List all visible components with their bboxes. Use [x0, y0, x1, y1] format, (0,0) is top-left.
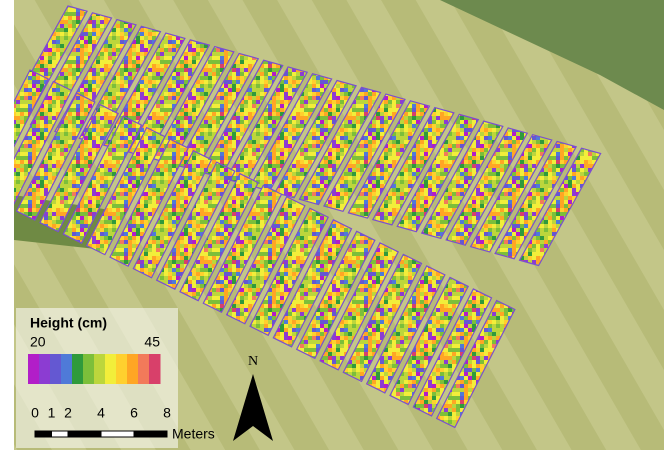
- scale-tick-label: 8: [163, 405, 171, 421]
- ramp-swatch: [39, 354, 51, 384]
- plot-strip: [298, 86, 382, 206]
- plot-strip: [39, 103, 120, 233]
- plot-strip: [132, 149, 213, 279]
- plot-strip: [389, 276, 470, 406]
- north-label: N: [248, 354, 258, 369]
- plot-strip: [85, 126, 166, 256]
- plot-strip: [494, 140, 578, 260]
- color-ramp: [28, 354, 161, 384]
- ramp-swatch: [50, 354, 62, 384]
- plot-strip: [62, 115, 143, 244]
- plot-strip: [14, 69, 50, 148]
- plot-strip: [109, 138, 190, 267]
- plot-strip: [412, 288, 493, 417]
- ramp-swatch: [127, 354, 139, 384]
- north-arrow: [233, 374, 273, 441]
- plot-strip: [469, 133, 553, 253]
- scale-segment: [67, 430, 102, 438]
- plot-strip: [179, 172, 260, 302]
- ramp-swatch: [105, 354, 117, 384]
- legend-min: 20: [30, 334, 46, 350]
- legend-title: Height (cm): [30, 315, 107, 331]
- scale-tick-label: 2: [64, 405, 72, 421]
- plot-strip: [342, 253, 423, 383]
- ramp-swatch: [94, 354, 106, 384]
- scale-tick-label: 6: [130, 405, 138, 421]
- scale-segment: [100, 430, 135, 438]
- plot-strip: [272, 219, 353, 348]
- ramp-swatch: [83, 354, 95, 384]
- plot-strip: [225, 195, 306, 325]
- ramp-swatch: [116, 354, 128, 384]
- scale-unit: Meters: [172, 426, 215, 442]
- scale-segment: [133, 430, 168, 438]
- ramp-swatch: [72, 354, 84, 384]
- plot-strip: [445, 127, 529, 246]
- scale-tick-label: 1: [48, 405, 56, 421]
- plot-strip: [365, 265, 446, 394]
- scale-tick-label: 4: [97, 405, 105, 421]
- dark-grass: [440, 0, 664, 110]
- plots: [14, 5, 602, 429]
- plot-strip: [319, 242, 400, 371]
- ramp-swatch: [61, 354, 73, 384]
- legend-max: 45: [144, 334, 160, 350]
- plot-strip: [420, 120, 504, 240]
- plot-strip: [323, 93, 406, 213]
- ramp-swatch: [149, 354, 161, 384]
- plot-strip: [155, 161, 236, 290]
- plot-strip: [371, 106, 455, 226]
- ramp-swatch: [28, 354, 40, 384]
- plot-strip: [396, 113, 480, 233]
- plot-strip: [249, 207, 330, 337]
- scale-segment: [34, 430, 52, 438]
- plot-strip: [347, 100, 431, 219]
- scale-segment: [51, 430, 69, 438]
- scale-tick-label: 0: [31, 405, 39, 421]
- plot-strip: [435, 299, 516, 429]
- plot-strip: [295, 230, 376, 360]
- plot-strip: [274, 79, 357, 199]
- plot-strip: [518, 147, 602, 267]
- plot-strip: [14, 80, 73, 205]
- plot-strip: [202, 184, 283, 314]
- plot-strip: [15, 92, 96, 221]
- ramp-swatch: [138, 354, 150, 384]
